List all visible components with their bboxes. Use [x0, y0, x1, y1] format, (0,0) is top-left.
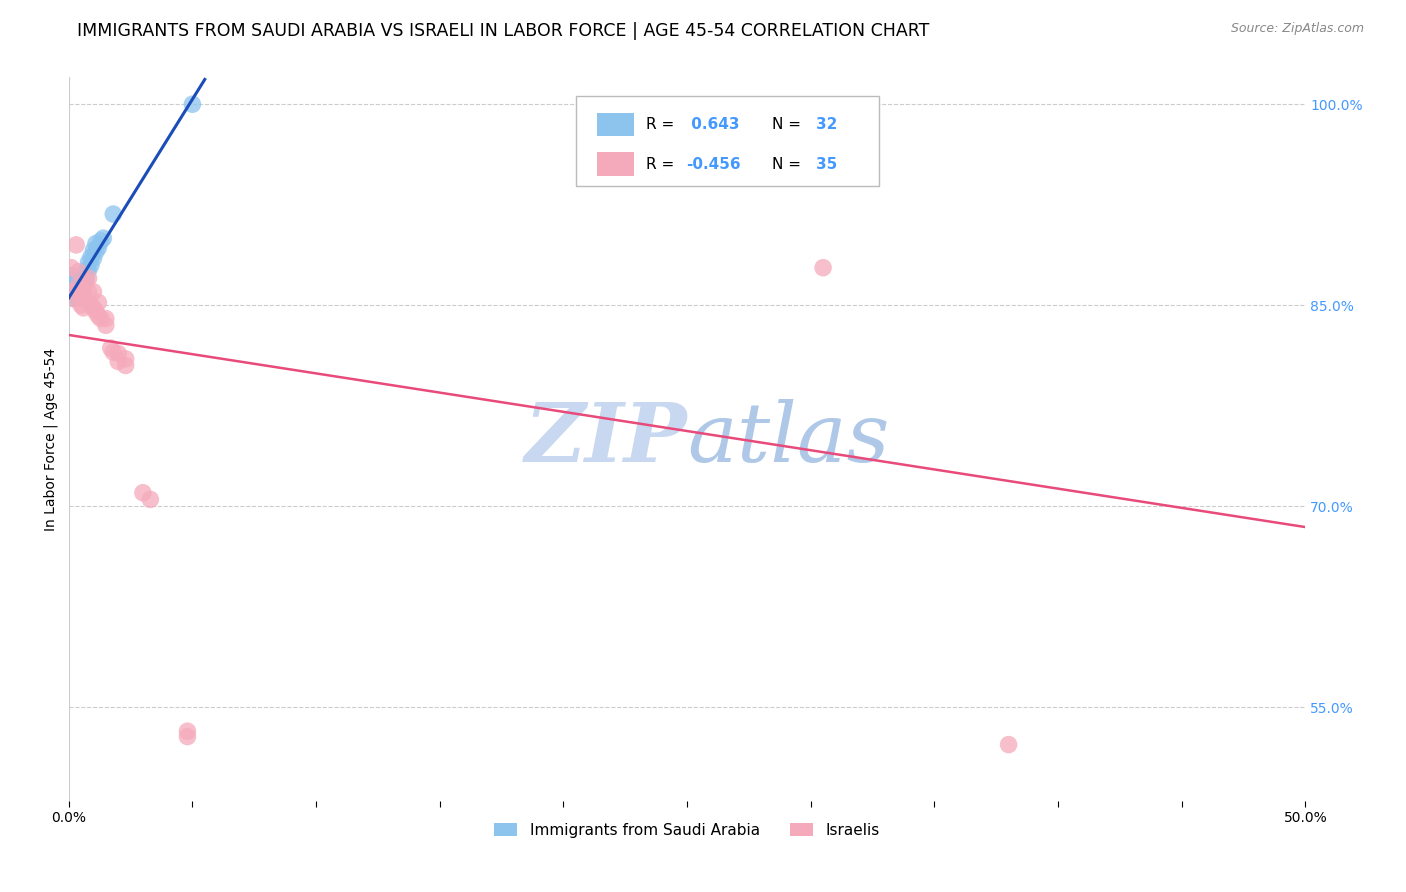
Point [62, 292, 84, 306]
Point [94, 318, 117, 333]
Point [60, 260, 83, 275]
Point [103, 345, 125, 359]
Point [60, 268, 83, 283]
Point [139, 492, 162, 507]
Point [70, 281, 93, 295]
Point [82, 244, 104, 258]
Point [72, 271, 94, 285]
Text: 0.643: 0.643 [686, 117, 740, 132]
Point [87, 241, 110, 255]
Text: R =: R = [647, 156, 679, 171]
FancyBboxPatch shape [596, 153, 634, 176]
Point [84, 305, 107, 319]
Point [176, 730, 198, 744]
Point [80, 298, 103, 312]
Point [90, 311, 112, 326]
Point [60, 273, 83, 287]
Point [775, 144, 797, 158]
Point [103, 207, 125, 221]
Text: atlas: atlas [688, 399, 890, 479]
Point [100, 341, 122, 355]
Point [60, 277, 83, 291]
Point [62, 292, 84, 306]
Point [70, 273, 93, 287]
Point [80, 258, 103, 272]
Point [84, 236, 107, 251]
Text: 32: 32 [815, 117, 837, 132]
Point [67, 265, 90, 279]
Point [60, 285, 83, 299]
Point [80, 250, 103, 264]
Point [67, 278, 90, 293]
Point [87, 295, 110, 310]
Point [94, 311, 117, 326]
Point [132, 485, 155, 500]
Y-axis label: In Labor Force | Age 45-54: In Labor Force | Age 45-54 [44, 348, 58, 531]
Point [70, 287, 93, 301]
Point [75, 271, 97, 285]
Point [84, 244, 107, 259]
Legend: Immigrants from Saudi Arabia, Israelis: Immigrants from Saudi Arabia, Israelis [488, 816, 886, 844]
Point [997, 738, 1019, 752]
Text: ZIP: ZIP [524, 399, 688, 479]
Point [811, 260, 834, 275]
Point [77, 263, 100, 277]
Text: N =: N = [772, 117, 806, 132]
Point [65, 238, 87, 252]
Point [82, 285, 104, 299]
Point [72, 287, 94, 301]
Point [67, 285, 90, 299]
Point [90, 234, 112, 248]
Point [107, 346, 129, 360]
Point [93, 231, 115, 245]
Point [62, 287, 84, 301]
Text: IMMIGRANTS FROM SAUDI ARABIA VS ISRAELI IN LABOR FORCE | AGE 45-54 CORRELATION C: IMMIGRANTS FROM SAUDI ARABIA VS ISRAELI … [77, 22, 929, 40]
Point [67, 292, 90, 306]
Point [72, 301, 94, 315]
Point [72, 278, 94, 293]
Point [114, 351, 136, 366]
Point [60, 285, 83, 299]
Point [82, 301, 104, 315]
Point [82, 252, 104, 266]
Point [77, 285, 100, 299]
Text: 35: 35 [815, 156, 837, 171]
Point [75, 274, 97, 288]
Point [114, 359, 136, 373]
Point [176, 724, 198, 739]
Text: -0.456: -0.456 [686, 156, 741, 171]
Point [65, 277, 87, 291]
Text: N =: N = [772, 156, 806, 171]
Point [70, 285, 93, 299]
Point [107, 354, 129, 368]
Point [70, 298, 93, 312]
Text: Source: ZipAtlas.com: Source: ZipAtlas.com [1230, 22, 1364, 36]
Point [75, 263, 97, 277]
Point [87, 309, 110, 323]
FancyBboxPatch shape [596, 112, 634, 136]
Point [67, 278, 90, 293]
Point [60, 281, 83, 295]
Point [65, 282, 87, 296]
Point [181, 97, 204, 112]
FancyBboxPatch shape [576, 95, 879, 186]
Text: R =: R = [647, 117, 679, 132]
Point [77, 255, 100, 269]
Point [77, 271, 100, 285]
